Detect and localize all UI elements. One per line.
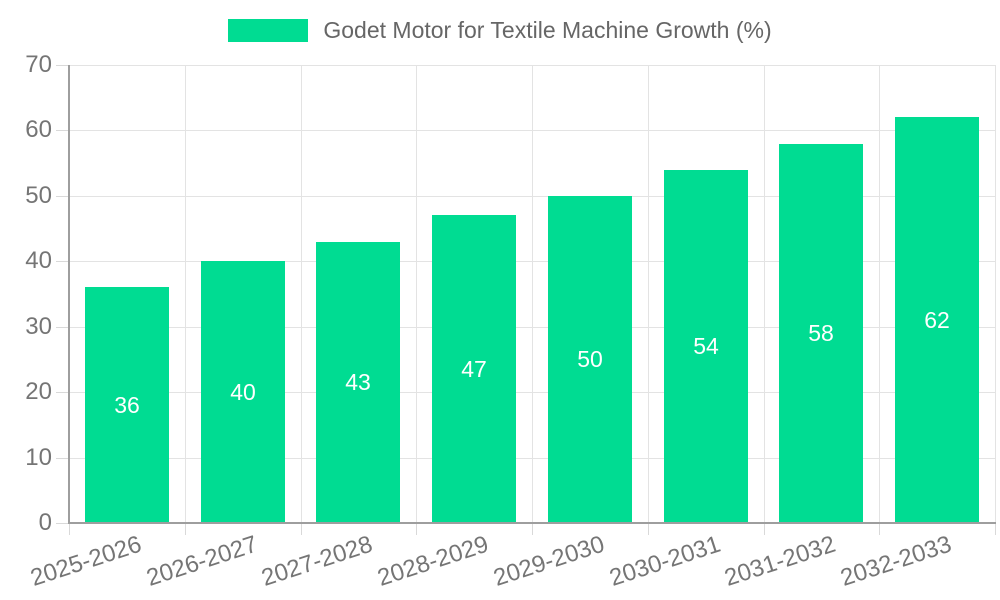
x-tick	[532, 523, 533, 535]
x-tick-label: 2027-2028	[258, 530, 377, 592]
bar-value-label: 36	[114, 392, 140, 418]
x-gridline	[648, 65, 649, 523]
x-tick-label: 2032-2033	[837, 530, 956, 592]
bar[interactable]	[664, 170, 748, 523]
x-tick	[995, 523, 996, 535]
y-tick-label: 70	[25, 51, 52, 78]
y-tick	[56, 523, 69, 524]
x-tick	[301, 523, 302, 535]
y-tick-label: 10	[25, 444, 52, 471]
y-tick	[56, 327, 69, 328]
bar[interactable]	[548, 196, 632, 523]
y-tick	[56, 196, 69, 197]
legend-item[interactable]: Godet Motor for Textile Machine Growth (…	[228, 16, 772, 44]
y-tick-label: 20	[25, 378, 52, 405]
x-gridline	[416, 65, 417, 523]
bar-value-label: 43	[345, 369, 371, 395]
x-tick-label: 2031-2032	[721, 530, 840, 592]
bar[interactable]	[779, 144, 863, 523]
bar[interactable]	[316, 242, 400, 523]
x-tick	[69, 523, 70, 535]
legend: Godet Motor for Textile Machine Growth (…	[0, 16, 1000, 44]
x-tick-label: 2030-2031	[606, 530, 725, 592]
x-gridline	[879, 65, 880, 523]
x-tick	[648, 523, 649, 535]
x-tick-label: 2028-2029	[374, 530, 493, 592]
bar-value-label: 50	[577, 346, 603, 372]
y-tick-label: 50	[25, 182, 52, 209]
bar-value-label: 62	[924, 307, 950, 333]
y-tick	[56, 130, 69, 131]
bar[interactable]	[895, 117, 979, 523]
y-tick	[56, 392, 69, 393]
bar[interactable]	[201, 261, 285, 523]
x-tick-label: 2026-2027	[143, 530, 262, 592]
y-tick-label: 40	[25, 247, 52, 274]
x-gridline	[995, 65, 996, 523]
x-tick	[185, 523, 186, 535]
bar-value-label: 40	[230, 379, 256, 405]
y-tick	[56, 261, 69, 262]
y-tick-label: 60	[25, 116, 52, 143]
bar-value-label: 47	[461, 356, 487, 382]
bar-value-label: 58	[808, 320, 834, 346]
legend-swatch-icon	[228, 18, 309, 42]
bar-value-label: 54	[693, 333, 719, 359]
y-tick-label: 0	[38, 509, 52, 536]
y-tick	[56, 458, 69, 459]
x-tick	[416, 523, 417, 535]
bar[interactable]	[432, 215, 516, 523]
legend-label: Godet Motor for Textile Machine Growth (…	[323, 17, 772, 43]
x-gridline	[532, 65, 533, 523]
x-tick-label: 2025-2026	[27, 530, 146, 592]
x-tick	[879, 523, 880, 535]
y-axis-line	[68, 65, 70, 524]
x-gridline	[764, 65, 765, 523]
x-tick-label: 2029-2030	[490, 530, 609, 592]
x-axis-line	[68, 522, 996, 524]
bar[interactable]	[85, 287, 169, 523]
x-gridline	[185, 65, 186, 523]
x-gridline	[301, 65, 302, 523]
y-tick	[56, 65, 69, 66]
x-tick	[764, 523, 765, 535]
y-tick-label: 30	[25, 313, 52, 340]
